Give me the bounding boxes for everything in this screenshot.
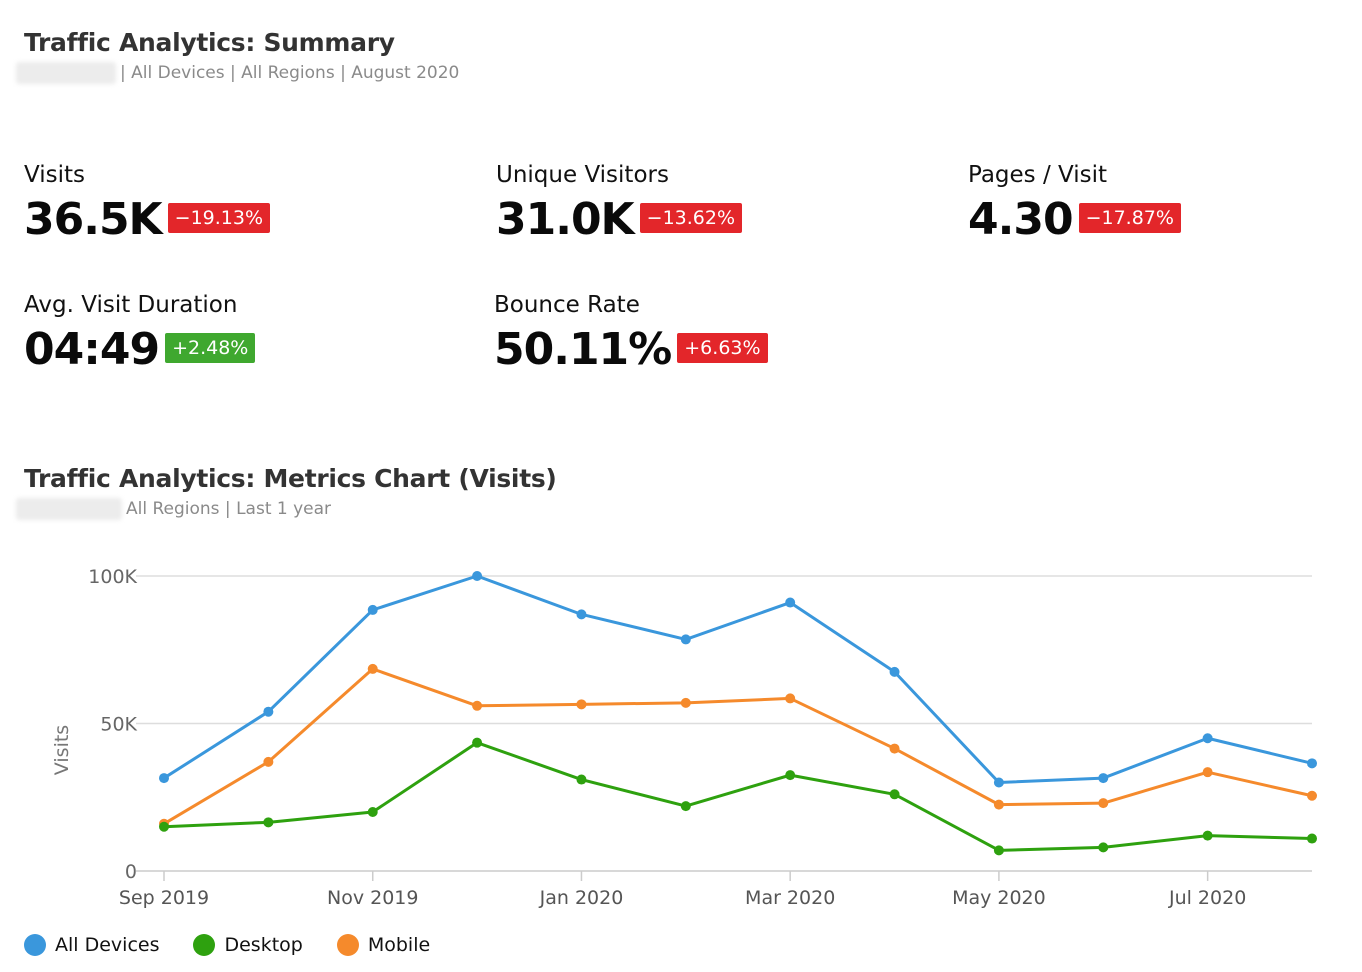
series-line-mobile	[163, 667, 1313, 826]
data-point-mobile[interactable]	[472, 700, 483, 711]
data-point-desktop[interactable]	[1307, 833, 1317, 844]
legend-dot-icon	[193, 934, 216, 956]
data-point-all-devices[interactable]	[1202, 733, 1213, 744]
data-point-all-devices[interactable]	[367, 604, 378, 615]
metric-bounce-rate: Bounce Rate 50.11% +6.63%	[494, 292, 768, 375]
data-point-mobile[interactable]	[367, 663, 378, 674]
legend-item-mobile[interactable]: Mobile	[336, 934, 431, 956]
data-point-desktop[interactable]	[1098, 842, 1109, 853]
x-tick-label: Mar 2020	[745, 887, 835, 909]
change-badge: +6.63%	[677, 332, 768, 363]
data-point-mobile[interactable]	[785, 693, 796, 704]
chart-filters: All Regions | Last 1 year	[126, 499, 332, 519]
data-point-desktop[interactable]	[367, 807, 378, 817]
metric-value: 04:49	[24, 324, 160, 375]
data-point-all-devices[interactable]	[993, 777, 1004, 788]
data-point-desktop[interactable]	[263, 817, 274, 828]
data-point-all-devices[interactable]	[1307, 758, 1317, 769]
data-point-mobile[interactable]	[993, 799, 1004, 810]
legend-dot-icon	[24, 934, 46, 956]
data-point-all-devices[interactable]	[159, 773, 169, 784]
data-point-all-devices[interactable]	[1098, 773, 1109, 784]
visits-line-chart: 0 50K 100K Visits Sep 2019 Nov 2019 Jan 2020 Ma…	[51, 566, 1317, 909]
series-line-all-devices	[163, 574, 1313, 784]
x-tick-label: May 2020	[952, 887, 1046, 909]
metric-value: 50.11%	[494, 324, 672, 375]
chart-legend: All Devices Desktop Mobile	[24, 934, 464, 956]
metric-visits: Visits 36.5K −19.13%	[24, 162, 271, 245]
y-axis-label: Visits	[51, 725, 73, 775]
legend-label: All Devices	[55, 934, 160, 956]
legend-item-all-devices[interactable]: All Devices	[24, 934, 159, 956]
metric-label: Avg. Visit Duration	[24, 292, 238, 318]
data-point-all-devices[interactable]	[576, 609, 587, 620]
chart-subtitle: All Regions | Last 1 year	[16, 498, 331, 520]
data-point-desktop[interactable]	[159, 821, 169, 832]
change-badge: +2.48%	[165, 332, 256, 363]
data-point-mobile[interactable]	[263, 756, 274, 767]
data-point-all-devices[interactable]	[889, 666, 900, 677]
data-point-desktop[interactable]	[472, 737, 483, 748]
metric-value: 36.5K	[24, 194, 163, 245]
summary-subtitle: | All Devices | All Regions | August 202…	[16, 62, 459, 84]
metric-value: 4.30	[968, 194, 1074, 245]
metric-pages-per-visit: Pages / Visit 4.30 −17.87%	[968, 162, 1181, 245]
chart-title: Traffic Analytics: Metrics Chart (Visits…	[24, 464, 557, 493]
data-point-desktop[interactable]	[889, 789, 900, 800]
metric-label: Bounce Rate	[494, 292, 640, 318]
metric-value: 31.0K	[496, 194, 635, 245]
data-point-all-devices[interactable]	[785, 597, 796, 608]
data-point-mobile[interactable]	[680, 697, 691, 708]
data-point-mobile[interactable]	[1202, 767, 1213, 778]
x-tick-label: Jan 2020	[539, 887, 624, 909]
change-badge: −13.62%	[639, 202, 743, 233]
data-point-desktop[interactable]	[680, 801, 691, 812]
legend-label: Mobile	[367, 934, 431, 956]
x-tick-label: Sep 2019	[119, 887, 209, 909]
summary-title: Traffic Analytics: Summary	[24, 28, 395, 57]
legend-dot-icon	[336, 934, 359, 956]
data-point-mobile[interactable]	[889, 743, 900, 754]
series-line-desktop	[163, 741, 1313, 852]
data-point-desktop[interactable]	[576, 774, 587, 785]
y-tick-label: 50K	[100, 714, 137, 736]
data-point-desktop[interactable]	[993, 845, 1004, 856]
metric-label: Pages / Visit	[968, 162, 1108, 188]
metric-label: Unique Visitors	[496, 162, 669, 188]
data-point-mobile[interactable]	[576, 699, 587, 710]
metric-unique-visitors: Unique Visitors 31.0K −13.62%	[496, 162, 743, 245]
data-point-desktop[interactable]	[785, 770, 796, 781]
x-tick-label: Nov 2019	[327, 887, 418, 909]
data-point-mobile[interactable]	[1307, 790, 1317, 801]
change-badge: −19.13%	[167, 202, 271, 233]
data-point-all-devices[interactable]	[263, 706, 274, 717]
data-point-desktop[interactable]	[1202, 830, 1213, 841]
change-badge: −17.87%	[1078, 202, 1181, 233]
metric-avg-visit-duration: Avg. Visit Duration 04:49 +2.48%	[24, 292, 256, 375]
y-tick-label: 100K	[88, 566, 137, 588]
redacted-domain	[16, 62, 116, 84]
data-point-all-devices[interactable]	[472, 571, 483, 581]
legend-label: Desktop	[224, 934, 303, 956]
x-tick-label: Jul 2020	[1168, 887, 1246, 909]
data-point-mobile[interactable]	[1098, 798, 1109, 809]
summary-filters: | All Devices | All Regions | August 202…	[120, 63, 460, 83]
data-point-all-devices[interactable]	[680, 634, 691, 645]
y-tick-label: 0	[125, 861, 137, 883]
redacted-domain	[16, 498, 122, 520]
legend-item-desktop[interactable]: Desktop	[193, 934, 303, 956]
metric-label: Visits	[24, 162, 85, 188]
